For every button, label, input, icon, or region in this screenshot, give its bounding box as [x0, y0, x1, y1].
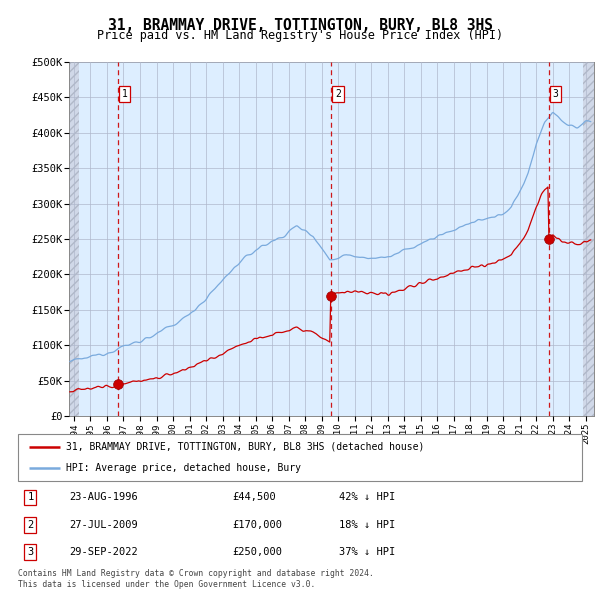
Text: £170,000: £170,000 — [232, 520, 283, 530]
FancyBboxPatch shape — [18, 434, 582, 481]
Text: 27-JUL-2009: 27-JUL-2009 — [69, 520, 137, 530]
Text: HPI: Average price, detached house, Bury: HPI: Average price, detached house, Bury — [66, 463, 301, 473]
Text: £44,500: £44,500 — [232, 493, 276, 503]
Text: 18% ↓ HPI: 18% ↓ HPI — [340, 520, 396, 530]
Text: 2: 2 — [335, 89, 341, 99]
Text: 23-AUG-1996: 23-AUG-1996 — [69, 493, 137, 503]
Text: 3: 3 — [553, 89, 559, 99]
Text: Price paid vs. HM Land Registry's House Price Index (HPI): Price paid vs. HM Land Registry's House … — [97, 30, 503, 42]
Text: 31, BRAMMAY DRIVE, TOTTINGTON, BURY, BL8 3HS (detached house): 31, BRAMMAY DRIVE, TOTTINGTON, BURY, BL8… — [66, 442, 424, 452]
Text: 42% ↓ HPI: 42% ↓ HPI — [340, 493, 396, 503]
Text: 31, BRAMMAY DRIVE, TOTTINGTON, BURY, BL8 3HS: 31, BRAMMAY DRIVE, TOTTINGTON, BURY, BL8… — [107, 18, 493, 32]
Text: 3: 3 — [27, 547, 34, 557]
Bar — [69, 62, 79, 416]
Text: 29-SEP-2022: 29-SEP-2022 — [69, 547, 137, 557]
Bar — [583, 62, 594, 416]
Text: 2: 2 — [27, 520, 34, 530]
Text: 1: 1 — [27, 493, 34, 503]
Text: £250,000: £250,000 — [232, 547, 283, 557]
Text: 37% ↓ HPI: 37% ↓ HPI — [340, 547, 396, 557]
Text: Contains HM Land Registry data © Crown copyright and database right 2024.
This d: Contains HM Land Registry data © Crown c… — [18, 569, 374, 589]
Text: 1: 1 — [122, 89, 128, 99]
